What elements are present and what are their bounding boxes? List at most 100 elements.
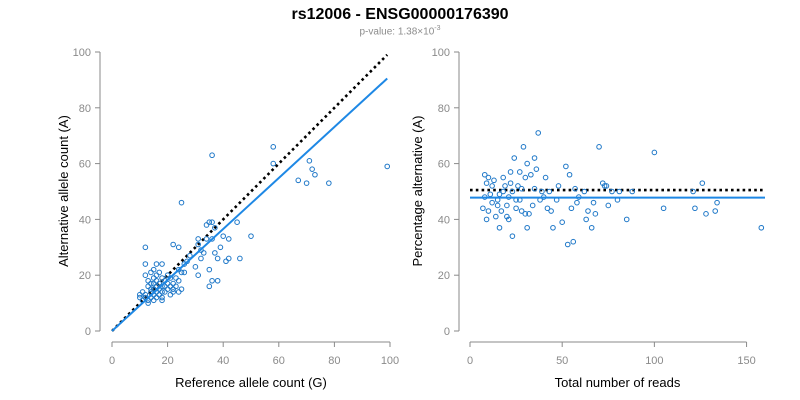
data-point [173, 275, 179, 281]
data-point [542, 174, 549, 181]
data-point [209, 152, 215, 159]
data-point [585, 208, 591, 214]
data-point [522, 174, 529, 181]
data-point [494, 202, 501, 209]
data-point [526, 211, 532, 217]
data-point [712, 208, 719, 214]
x-tick-label: 40 [217, 355, 229, 367]
data-point [483, 180, 490, 186]
data-point [581, 188, 588, 195]
x-axis-label: Reference allele count (G) [175, 375, 327, 390]
data-point [507, 169, 514, 175]
data-point [515, 183, 521, 189]
data-point [518, 185, 525, 192]
chart-title: rs12006 - ENSG00000176390 [291, 6, 509, 23]
data-point [150, 297, 157, 304]
data-point [156, 291, 163, 298]
x-tick-label: 0 [467, 355, 473, 367]
data-point [493, 213, 499, 220]
data-point [660, 205, 667, 212]
data-point [237, 255, 243, 262]
data-point [583, 216, 589, 223]
data-point [167, 275, 174, 281]
data-point [187, 252, 193, 259]
data-point [181, 261, 188, 267]
data-point [570, 238, 577, 245]
p-value-exponent: -3 [434, 25, 441, 32]
data-point [533, 166, 540, 172]
data-point [489, 183, 495, 189]
data-point [139, 289, 146, 295]
data-point [522, 211, 529, 217]
y-tick-label: 0 [444, 326, 450, 338]
data-point [225, 236, 232, 242]
data-point [616, 188, 623, 195]
data-point [170, 280, 176, 287]
data-point [209, 219, 215, 225]
data-point [531, 185, 538, 192]
data-point [509, 233, 516, 239]
data-point [483, 216, 490, 223]
data-point [192, 264, 199, 270]
y-tick-label: 100 [432, 47, 450, 59]
y-tick-label: 0 [85, 326, 91, 338]
data-point [505, 216, 512, 223]
data-point [212, 250, 218, 256]
data-point [609, 188, 615, 195]
data-point [511, 155, 518, 161]
data-point [148, 286, 154, 292]
data-point [162, 283, 168, 290]
data-point [159, 289, 165, 295]
data-point [145, 277, 151, 284]
data-point [524, 224, 530, 231]
data-point [159, 297, 165, 304]
data-point [142, 272, 149, 279]
data-point [200, 250, 207, 256]
data-point [588, 224, 595, 231]
data-point [164, 272, 171, 279]
data-point [198, 255, 204, 262]
data-point [539, 188, 545, 195]
data-point [531, 155, 538, 161]
right-panel-scatter: 0 50 100 150 0 20 40 60 80 100 Total number of rea… [410, 47, 765, 390]
y-tick-label: 20 [79, 270, 91, 282]
data-point [384, 163, 391, 170]
data-point [629, 188, 636, 195]
data-point [692, 205, 698, 212]
data-point [142, 261, 149, 267]
data-point [559, 219, 565, 225]
data-point [148, 269, 154, 276]
data-point [175, 244, 182, 251]
data-point [153, 277, 160, 284]
data-point [195, 241, 201, 248]
data-point [145, 283, 151, 290]
data-point [498, 208, 505, 214]
data-point [206, 283, 213, 290]
data-point [153, 272, 160, 279]
data-point [142, 291, 149, 298]
data-point [524, 160, 530, 167]
data-point [699, 180, 706, 186]
y-tick-label: 60 [79, 159, 91, 171]
data-point [572, 185, 578, 192]
data-point [535, 130, 542, 136]
data-point [528, 171, 534, 178]
data-point [159, 294, 165, 301]
data-point [153, 261, 160, 267]
y-tick-label: 40 [438, 214, 450, 226]
data-point [489, 199, 495, 206]
data-point [162, 289, 168, 295]
data-point [150, 266, 157, 273]
data-point [150, 280, 157, 287]
data-point [223, 258, 229, 265]
data-point [150, 275, 157, 281]
fit-line [111, 77, 388, 332]
data-point [159, 261, 165, 267]
data-point [651, 149, 658, 156]
x-tick-label: 50 [556, 355, 568, 367]
data-point [491, 177, 497, 184]
data-point [555, 183, 562, 189]
data-point [566, 171, 573, 178]
data-point [563, 163, 569, 170]
